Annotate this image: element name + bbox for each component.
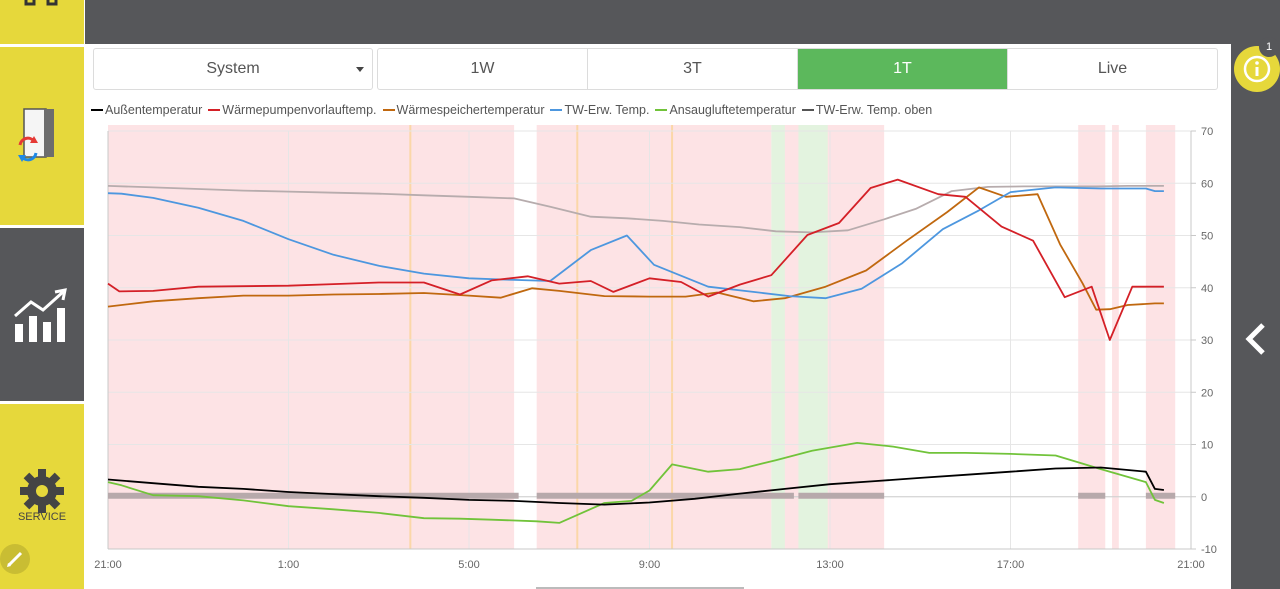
- pink-band: [536, 125, 772, 549]
- sidebar-tile-top[interactable]: [0, 0, 84, 44]
- green-band: [798, 125, 828, 549]
- legend-swatch: [208, 109, 221, 111]
- legend-item[interactable]: Außentemperatur: [91, 103, 202, 117]
- caret-down-icon: [356, 67, 364, 72]
- pink-band: [780, 125, 885, 549]
- gear-icon: [20, 469, 64, 513]
- legend-swatch: [382, 109, 395, 111]
- x-tick-label: 17:00: [997, 559, 1025, 571]
- sidebar-divider: [84, 0, 85, 589]
- sidebar-separator: [0, 44, 85, 47]
- series-line-6: [107, 184, 1164, 234]
- series-line-5: [107, 441, 1165, 524]
- legend-item[interactable]: Wärmespeichertemperatur: [382, 103, 545, 117]
- logo-icon: [24, 0, 58, 6]
- range-button-live[interactable]: Live: [1097, 60, 1128, 77]
- legend-label: TW-Erw. Temp. oben: [815, 103, 933, 117]
- legend-item[interactable]: Ansaugluftetemperatur: [655, 103, 796, 117]
- chart-legend: Außentemperatur Wärmepumpenvorlauftemp. …: [91, 101, 938, 119]
- x-tick-label: 21:00: [1177, 559, 1205, 571]
- pencil-icon: [7, 551, 23, 567]
- legend-swatch: [655, 109, 668, 111]
- legend-label: Wärmepumpenvorlauftemp.: [222, 103, 377, 117]
- notification-badge: 1: [1259, 37, 1279, 57]
- sidebar-tile-statistics[interactable]: [0, 228, 84, 401]
- y-tick-label: 30: [1201, 335, 1213, 347]
- legend-label: Außentemperatur: [105, 103, 203, 117]
- y-tick-label: 70: [1201, 126, 1213, 138]
- series-line-3: [107, 186, 1164, 311]
- pink-band: [1145, 125, 1176, 549]
- legend-swatch: [91, 109, 103, 111]
- x-tick-label: 5:00: [458, 559, 479, 571]
- status-strip: [1078, 492, 1106, 499]
- service-label: SERVICE: [17, 511, 67, 523]
- range-button-1w[interactable]: 1W: [378, 49, 588, 89]
- sidebar-tile-heat-pump[interactable]: [0, 47, 84, 225]
- range-button-3t[interactable]: 3T: [588, 49, 798, 89]
- y-tick-label: 60: [1201, 178, 1213, 190]
- status-strip: [536, 492, 794, 499]
- chevron-left-icon[interactable]: [1241, 321, 1271, 357]
- legend-swatch: [550, 109, 563, 111]
- legend-item[interactable]: TW-Erw. Temp.: [550, 103, 649, 117]
- sidebar-tile-service[interactable]: SERVICE: [0, 404, 84, 589]
- pink-band: [1078, 125, 1106, 549]
- series-line-2: [107, 178, 1164, 341]
- x-tick-label: 13:00: [816, 559, 844, 571]
- legend-item[interactable]: TW-Erw. Temp. oben: [801, 103, 933, 117]
- y-tick-label: 40: [1201, 283, 1213, 295]
- statistics-icon: [14, 288, 67, 342]
- scroll-indicator[interactable]: [536, 587, 744, 589]
- legend-item[interactable]: Wärmepumpenvorlauftemp.: [208, 103, 377, 117]
- series-line-4: [107, 186, 1164, 300]
- legend-label: Wärmespeichertemperatur: [396, 103, 545, 117]
- legend-label: TW-Erw. Temp.: [564, 103, 650, 117]
- temperature-chart: -10 0 10 20 30 40 50 60 70 21:00 1:00 5:00 9:00 13:00…: [94, 125, 1217, 571]
- y-tick-label: 0: [1201, 492, 1207, 504]
- pink-band: [1112, 125, 1119, 549]
- system-select-value: System: [206, 60, 260, 77]
- y-tick-label: 20: [1201, 387, 1213, 399]
- x-tick-label: 21:00: [94, 559, 122, 571]
- edit-button[interactable]: [0, 544, 30, 574]
- green-band: [771, 125, 785, 549]
- left-sidebar: SERVICE: [0, 0, 85, 589]
- info-icon: [1243, 55, 1271, 83]
- sidebar-separator: [0, 401, 85, 404]
- y-tick-label: 10: [1201, 440, 1213, 452]
- y-tick-label: -10: [1201, 544, 1217, 556]
- series-line-1: [107, 466, 1165, 506]
- legend-label: Ansaugluftetemperatur: [669, 103, 796, 117]
- x-tick-label: 1:00: [278, 559, 299, 571]
- range-button-1t[interactable]: 1T: [798, 49, 1008, 89]
- status-strip: [1145, 492, 1176, 499]
- top-bar: [85, 0, 1280, 44]
- right-sidebar: [1231, 44, 1280, 589]
- heat-pump-icon: [18, 108, 54, 162]
- x-tick-label: 9:00: [639, 559, 660, 571]
- time-range-group: 1W 3T 1T Live: [377, 48, 1218, 90]
- system-select[interactable]: System: [93, 48, 373, 90]
- status-strip: [798, 492, 885, 499]
- y-tick-label: 50: [1201, 231, 1213, 243]
- status-strip: [108, 492, 519, 499]
- sidebar-separator: [0, 225, 85, 228]
- legend-swatch: [801, 109, 814, 111]
